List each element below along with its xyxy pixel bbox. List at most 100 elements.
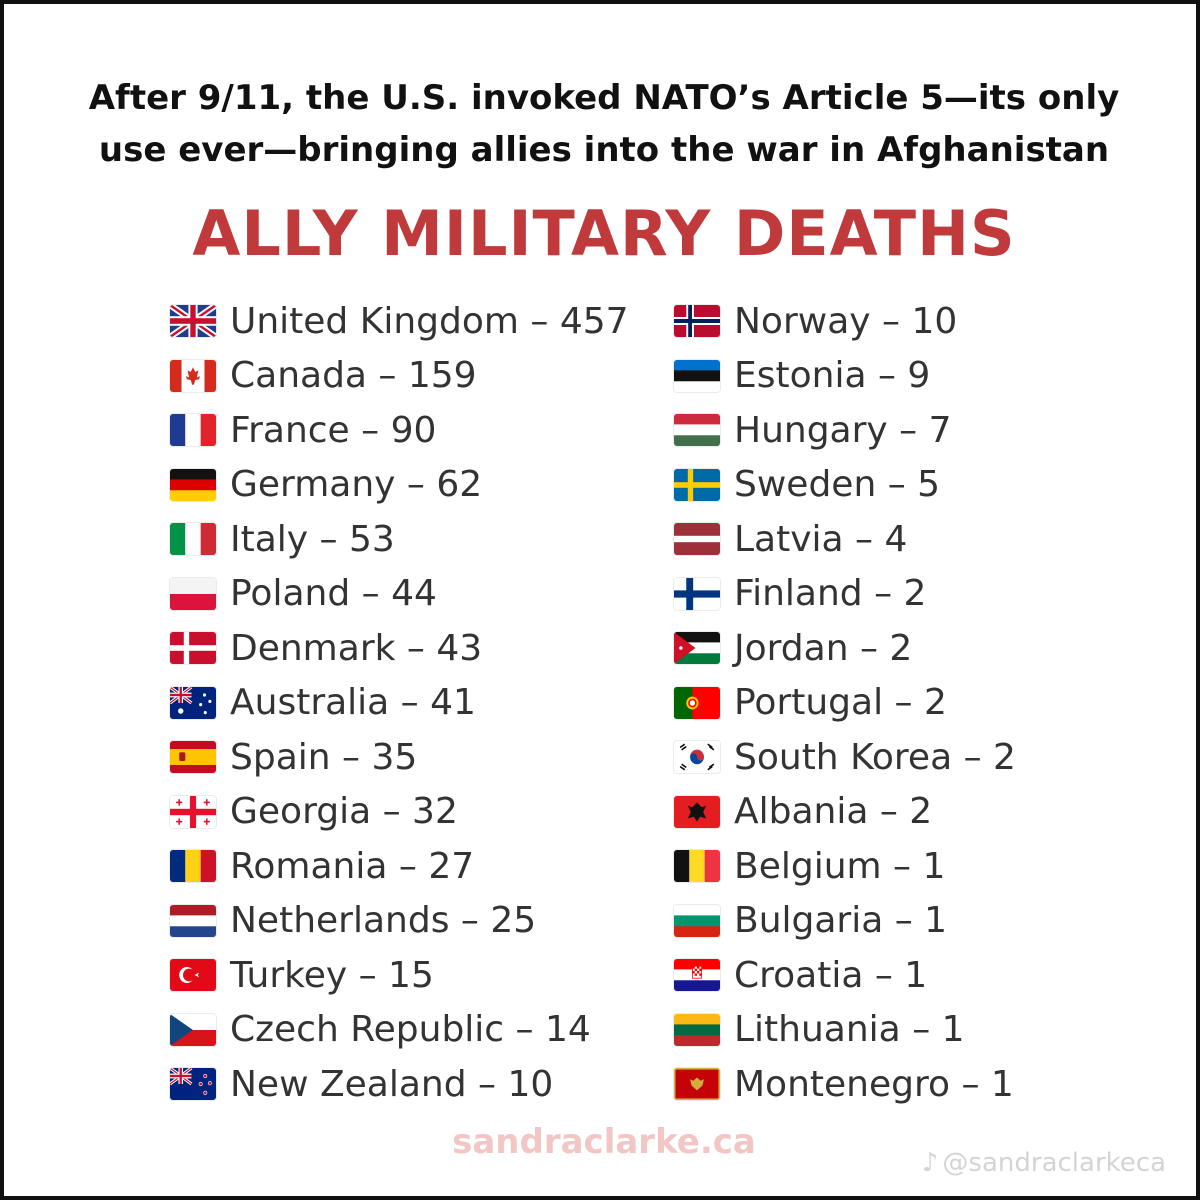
croatia-flag-icon — [674, 959, 720, 992]
country-label: Sweden – 5 — [734, 464, 941, 506]
latvia-flag-icon — [674, 523, 720, 556]
portugal-flag-icon — [674, 686, 720, 719]
subtitle-line: After 9/11, the U.S. invoked NATO’s Arti… — [88, 78, 1120, 118]
country-label: Turkey – 15 — [230, 954, 434, 996]
czech-flag-icon — [170, 1013, 216, 1046]
australia-flag-icon — [170, 686, 216, 719]
south-korea-flag-icon — [674, 741, 720, 774]
country-row: Romania – 27 — [170, 839, 629, 894]
country-label: Czech Republic – 14 — [230, 1009, 591, 1051]
country-label: France – 90 — [230, 409, 437, 451]
italy-flag-icon — [170, 523, 216, 556]
country-label: Germany – 62 — [230, 464, 483, 506]
georgia-flag-icon — [170, 795, 216, 828]
country-label: Estonia – 9 — [734, 355, 931, 397]
tiktok-handle: ♪ @sandraclarkeca — [922, 1148, 1166, 1178]
country-label: Finland – 2 — [734, 573, 927, 615]
subtitle-line: use ever—bringing allies into the war in… — [98, 130, 1110, 170]
country-label: Belgium – 1 — [734, 845, 946, 887]
country-label: Spain – 35 — [230, 736, 418, 778]
country-row: Italy – 53 — [170, 512, 629, 567]
left-country-list: United Kingdom – 457 Canada – 159 France –… — [170, 294, 629, 1112]
country-row: Spain – 35 — [170, 730, 629, 785]
country-row: Germany – 62 — [170, 458, 629, 513]
germany-flag-icon — [170, 468, 216, 501]
uk-flag-icon — [170, 305, 216, 338]
headline: ALLY MILITARY DEATHS — [192, 197, 1016, 270]
country-label: Croatia – 1 — [734, 954, 928, 996]
country-label: Jordan – 2 — [734, 627, 913, 669]
lithuania-flag-icon — [674, 1013, 720, 1046]
bulgaria-flag-icon — [674, 904, 720, 937]
country-row: Denmark – 43 — [170, 621, 629, 676]
handle-text: @sandraclarkeca — [942, 1148, 1166, 1178]
country-row: Lithuania – 1 — [674, 1003, 1016, 1058]
estonia-flag-icon — [674, 359, 720, 392]
country-row: Turkey – 15 — [170, 948, 629, 1003]
country-row: Jordan – 2 — [674, 621, 1016, 676]
website-watermark: sandraclarke.ca — [452, 1122, 756, 1162]
country-label: Hungary – 7 — [734, 409, 952, 451]
country-label: United Kingdom – 457 — [230, 300, 629, 342]
country-label: Canada – 159 — [230, 355, 477, 397]
poland-flag-icon — [170, 577, 216, 610]
country-label: Norway – 10 — [734, 300, 958, 342]
country-row: Australia – 41 — [170, 676, 629, 731]
turkey-flag-icon — [170, 959, 216, 992]
country-row: Bulgaria – 1 — [674, 894, 1016, 949]
tiktok-icon: ♪ — [921, 1148, 939, 1178]
country-row: Poland – 44 — [170, 567, 629, 622]
jordan-flag-icon — [674, 632, 720, 665]
country-row: Norway – 10 — [674, 294, 1016, 349]
country-label: Denmark – 43 — [230, 627, 483, 669]
subtitle: After 9/11, the U.S. invoked NATO’s Arti… — [44, 72, 1164, 176]
country-row: Sweden – 5 — [674, 458, 1016, 513]
spain-flag-icon — [170, 741, 216, 774]
country-label: Romania – 27 — [230, 845, 475, 887]
country-row: Netherlands – 25 — [170, 894, 629, 949]
country-row: Portugal – 2 — [674, 676, 1016, 731]
country-label: Australia – 41 — [230, 682, 476, 724]
country-label: Portugal – 2 — [734, 682, 947, 724]
country-row: Hungary – 7 — [674, 403, 1016, 458]
country-row: Albania – 2 — [674, 785, 1016, 840]
romania-flag-icon — [170, 850, 216, 883]
denmark-flag-icon — [170, 632, 216, 665]
country-row: South Korea – 2 — [674, 730, 1016, 785]
france-flag-icon — [170, 414, 216, 447]
country-row: Croatia – 1 — [674, 948, 1016, 1003]
country-row: United Kingdom – 457 — [170, 294, 629, 349]
country-row: Canada – 159 — [170, 349, 629, 404]
country-row: Latvia – 4 — [674, 512, 1016, 567]
albania-flag-icon — [674, 795, 720, 828]
new-zealand-flag-icon — [170, 1068, 216, 1101]
country-label: South Korea – 2 — [734, 736, 1016, 778]
norway-flag-icon — [674, 305, 720, 338]
netherlands-flag-icon — [170, 904, 216, 937]
country-row: France – 90 — [170, 403, 629, 458]
right-country-list: Norway – 10 Estonia – 9 Hungary – 7 Sweden … — [674, 294, 1016, 1112]
country-label: Georgia – 32 — [230, 791, 458, 833]
country-row: Czech Republic – 14 — [170, 1003, 629, 1058]
country-label: Albania – 2 — [734, 791, 933, 833]
country-row: Estonia – 9 — [674, 349, 1016, 404]
belgium-flag-icon — [674, 850, 720, 883]
country-row: Belgium – 1 — [674, 839, 1016, 894]
montenegro-flag-icon — [674, 1068, 720, 1101]
country-label: Bulgaria – 1 — [734, 900, 948, 942]
country-label: Lithuania – 1 — [734, 1009, 965, 1051]
country-label: Netherlands – 25 — [230, 900, 537, 942]
country-label: Montenegro – 1 — [734, 1063, 1014, 1105]
sweden-flag-icon — [674, 468, 720, 501]
country-row: Georgia – 32 — [170, 785, 629, 840]
country-label: Poland – 44 — [230, 573, 437, 615]
country-label: New Zealand – 10 — [230, 1063, 554, 1105]
country-row: Finland – 2 — [674, 567, 1016, 622]
hungary-flag-icon — [674, 414, 720, 447]
country-row: Montenegro – 1 — [674, 1057, 1016, 1112]
country-row: New Zealand – 10 — [170, 1057, 629, 1112]
finland-flag-icon — [674, 577, 720, 610]
canada-flag-icon — [170, 359, 216, 392]
country-label: Italy – 53 — [230, 518, 395, 560]
